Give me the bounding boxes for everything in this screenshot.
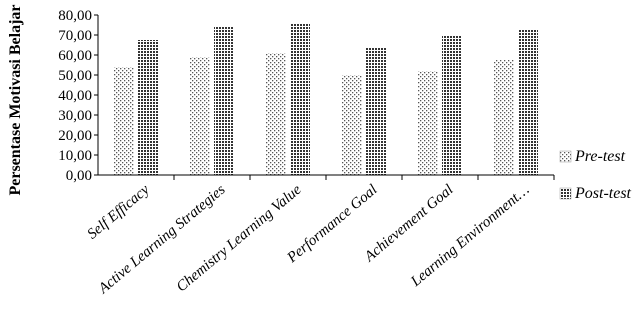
x-category-label: Active Learning Strategies — [95, 182, 229, 298]
legend-label-post-test: Post-test — [574, 185, 632, 202]
y-axis-label: Persentase Motivasi Belajar — [7, 4, 24, 195]
y-tick-label: 50,00 — [58, 68, 92, 84]
legend-swatch-post-test — [559, 187, 572, 200]
bar-post-test — [290, 24, 310, 175]
bar-post-test — [442, 35, 462, 175]
bar-pre-test — [418, 71, 438, 175]
y-tick-label: 40,00 — [58, 88, 92, 104]
bar-pre-test — [342, 75, 362, 175]
bar-post-test — [138, 40, 158, 175]
y-axis-ticks: 0,00 10,00 20,00 30,00 40,00 50,00 60,00 70,00 8… — [58, 8, 98, 184]
y-tick-label: 20,00 — [58, 128, 92, 144]
bar-pre-test — [494, 60, 514, 175]
bar-pre-test — [114, 67, 134, 175]
legend-label-pre-test: Pre-test — [574, 148, 626, 165]
bar-pre-test — [266, 53, 286, 175]
x-category-label: Self Efficacy — [85, 182, 153, 243]
bars — [114, 24, 555, 180]
y-tick-label: 30,00 — [58, 108, 92, 124]
legend-swatch-pre-test — [559, 150, 572, 163]
bar-post-test — [518, 30, 538, 175]
bar-post-test — [214, 27, 234, 175]
y-tick-label: 10,00 — [58, 148, 92, 164]
legend: Pre-test Post-test — [559, 148, 632, 202]
bar-pre-test — [190, 57, 210, 175]
x-category-label: Chemistry Learning Value — [174, 182, 305, 296]
y-tick-label: 80,00 — [58, 8, 92, 24]
y-tick-label: 60,00 — [58, 48, 92, 64]
axes — [97, 15, 554, 176]
bar-post-test — [366, 48, 386, 175]
y-tick-label: 0,00 — [66, 168, 92, 184]
y-tick-label: 70,00 — [58, 28, 92, 44]
